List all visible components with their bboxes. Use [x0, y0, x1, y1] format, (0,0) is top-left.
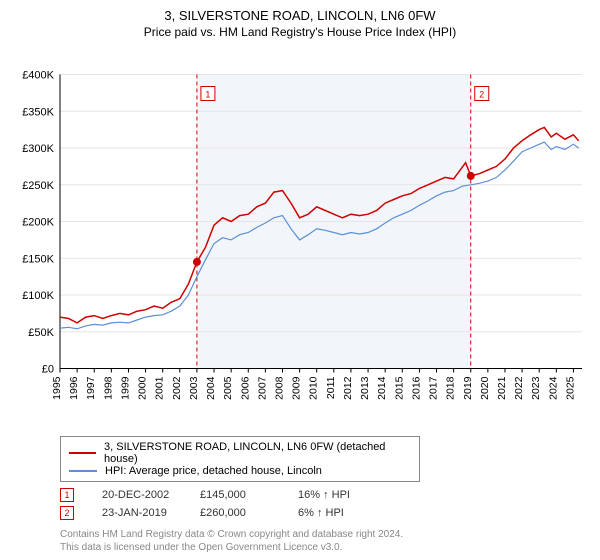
- marker-badge-1: 1: [60, 488, 74, 502]
- svg-text:1996: 1996: [68, 376, 80, 400]
- legend-swatch-1: [69, 470, 97, 472]
- marker-date-2: 23-JAN-2019: [102, 507, 172, 519]
- svg-text:2010: 2010: [308, 376, 320, 400]
- svg-text:£250K: £250K: [22, 180, 54, 192]
- svg-text:£50K: £50K: [28, 327, 54, 339]
- marker-price-1: £145,000: [200, 489, 270, 501]
- marker-table: 1 20-DEC-2002 £145,000 16% ↑ HPI 2 23-JA…: [60, 488, 590, 524]
- svg-text:2011: 2011: [325, 376, 337, 399]
- svg-text:2000: 2000: [137, 376, 149, 400]
- svg-text:1997: 1997: [85, 376, 97, 400]
- svg-text:2020: 2020: [479, 376, 491, 400]
- svg-text:2004: 2004: [205, 376, 217, 400]
- svg-text:2019: 2019: [462, 376, 474, 400]
- svg-text:2013: 2013: [359, 376, 371, 400]
- page-subtitle: Price paid vs. HM Land Registry's House …: [10, 25, 590, 39]
- svg-text:2005: 2005: [222, 376, 234, 400]
- svg-text:2025: 2025: [564, 376, 576, 400]
- marker-date-1: 20-DEC-2002: [102, 489, 172, 501]
- svg-text:£200K: £200K: [22, 217, 54, 229]
- svg-text:£100K: £100K: [22, 290, 54, 302]
- svg-text:2024: 2024: [547, 376, 559, 400]
- svg-text:2018: 2018: [445, 376, 457, 400]
- svg-text:1999: 1999: [119, 376, 131, 400]
- chart-area: £0 £50K £100K £150K £200K £250K £300K £350K £400…: [10, 45, 590, 432]
- svg-text:2007: 2007: [256, 376, 268, 400]
- marker-hpi-2: 6% ↑ HPI: [298, 507, 368, 519]
- marker-price-2: £260,000: [200, 507, 270, 519]
- page-title: 3, SILVERSTONE ROAD, LINCOLN, LN6 0FW: [10, 8, 590, 23]
- svg-text:2023: 2023: [530, 376, 542, 400]
- marker-badge-2: 2: [60, 506, 74, 520]
- svg-text:2017: 2017: [428, 376, 440, 400]
- svg-text:£0: £0: [42, 364, 54, 376]
- footer-attribution: Contains HM Land Registry data © Crown c…: [60, 528, 590, 554]
- line-chart: £0 £50K £100K £150K £200K £250K £300K £350K £400…: [10, 45, 590, 432]
- svg-text:2009: 2009: [291, 376, 303, 400]
- svg-text:2021: 2021: [496, 376, 508, 400]
- svg-text:2006: 2006: [239, 376, 251, 400]
- marker-hpi-1: 16% ↑ HPI: [298, 489, 368, 501]
- svg-text:2012: 2012: [342, 376, 354, 400]
- svg-text:2008: 2008: [273, 376, 285, 400]
- svg-text:2001: 2001: [154, 376, 166, 400]
- svg-text:£400K: £400K: [22, 70, 54, 82]
- svg-text:2016: 2016: [410, 376, 422, 400]
- svg-text:£350K: £350K: [22, 106, 54, 118]
- svg-text:1: 1: [205, 90, 210, 100]
- legend-swatch-0: [69, 452, 96, 454]
- svg-text:2003: 2003: [188, 376, 200, 400]
- svg-text:2014: 2014: [376, 376, 388, 400]
- svg-text:2002: 2002: [171, 376, 183, 400]
- svg-text:£150K: £150K: [22, 253, 54, 265]
- svg-text:2015: 2015: [393, 376, 405, 400]
- legend-label-1: HPI: Average price, detached house, Linc…: [105, 465, 322, 477]
- svg-text:1995: 1995: [51, 376, 63, 400]
- svg-text:1998: 1998: [102, 376, 114, 400]
- legend: 3, SILVERSTONE ROAD, LINCOLN, LN6 0FW (d…: [60, 436, 420, 482]
- legend-label-0: 3, SILVERSTONE ROAD, LINCOLN, LN6 0FW (d…: [104, 441, 411, 465]
- svg-text:2: 2: [479, 90, 484, 100]
- svg-text:£300K: £300K: [22, 143, 54, 155]
- svg-text:2022: 2022: [513, 376, 525, 400]
